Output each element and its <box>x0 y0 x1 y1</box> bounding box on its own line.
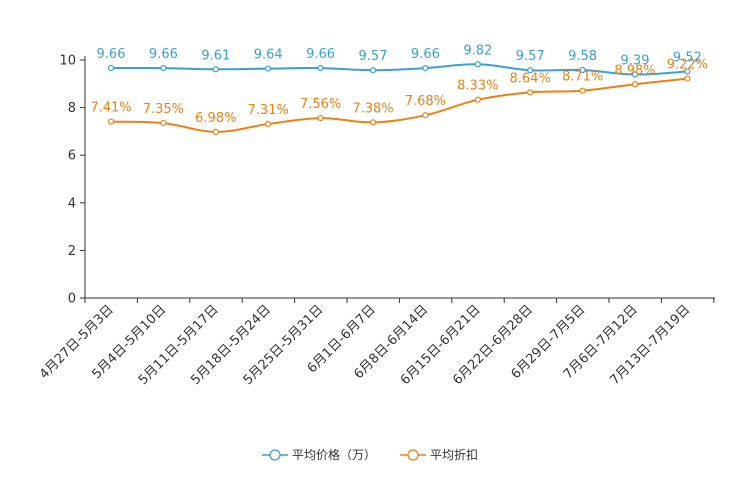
data-point-price[interactable] <box>265 65 272 72</box>
data-label-discount: 7.38% <box>352 101 393 116</box>
data-point-price[interactable] <box>317 64 324 72</box>
data-label-discount: 7.56% <box>300 97 341 112</box>
y-tick-label: 0 <box>68 292 76 307</box>
data-label-price: 9.57 <box>359 49 388 64</box>
data-label-price: 9.57 <box>516 49 545 64</box>
data-point-discount[interactable] <box>265 120 272 128</box>
data-point-price[interactable] <box>160 64 167 72</box>
data-point-discount[interactable] <box>579 87 586 94</box>
data-point-discount[interactable] <box>631 81 639 88</box>
data-point-price[interactable] <box>684 68 691 75</box>
data-point-price[interactable] <box>631 71 639 78</box>
y-tick-label: 6 <box>68 149 76 164</box>
data-point-price[interactable] <box>422 64 429 72</box>
data-label-price: 9.66 <box>97 47 126 62</box>
data-label-price: 9.66 <box>306 47 335 62</box>
data-point-discount[interactable] <box>474 96 481 103</box>
legend-swatch-marker-price <box>269 449 281 461</box>
data-label-price: 9.66 <box>411 47 440 62</box>
data-point-discount[interactable] <box>422 112 429 119</box>
data-label-discount: 6.98% <box>195 111 236 126</box>
data-label-price: 9.82 <box>463 43 492 58</box>
y-tick-label: 2 <box>68 244 76 259</box>
series-line-price <box>110 63 688 76</box>
data-point-price[interactable] <box>212 66 219 73</box>
data-point-price[interactable] <box>107 64 115 72</box>
data-label-price: 9.66 <box>149 47 178 62</box>
data-point-discount[interactable] <box>317 114 324 122</box>
legend-label-discount[interactable]: 平均折扣 <box>430 447 478 462</box>
y-tick-label: 4 <box>68 196 76 211</box>
data-label-discount: 9.22% <box>667 58 708 73</box>
data-label-discount: 7.35% <box>143 102 184 117</box>
y-tick-label: 8 <box>68 101 76 116</box>
data-point-price[interactable] <box>474 61 481 68</box>
data-point-discount[interactable] <box>160 119 167 127</box>
data-point-discount[interactable] <box>212 128 219 135</box>
data-label-discount: 8.64% <box>510 71 551 86</box>
data-label-price: 9.64 <box>254 48 283 63</box>
data-label-price: 9.52 <box>673 50 702 65</box>
legend-swatch-marker-discount <box>407 449 419 461</box>
data-point-discount[interactable] <box>369 119 377 126</box>
data-label-discount: 8.98% <box>614 63 655 78</box>
data-label-price: 9.58 <box>568 49 597 64</box>
data-label-price: 9.61 <box>201 48 230 63</box>
data-point-price[interactable] <box>579 66 586 74</box>
data-label-discount: 8.71% <box>562 70 603 85</box>
data-label-discount: 7.41% <box>90 101 131 116</box>
data-label-discount: 7.31% <box>248 103 289 118</box>
series-line-discount <box>110 77 688 133</box>
y-tick-label: 10 <box>59 54 76 69</box>
data-point-discount[interactable] <box>107 118 115 125</box>
data-label-price: 9.39 <box>621 54 650 69</box>
data-label-discount: 8.33% <box>457 79 498 94</box>
data-point-discount[interactable] <box>527 89 534 96</box>
data-point-price[interactable] <box>369 67 377 74</box>
legend-label-price[interactable]: 平均价格（万） <box>292 447 376 462</box>
data-label-discount: 7.68% <box>405 94 446 109</box>
data-point-discount[interactable] <box>684 75 691 82</box>
data-point-price[interactable] <box>527 67 534 74</box>
